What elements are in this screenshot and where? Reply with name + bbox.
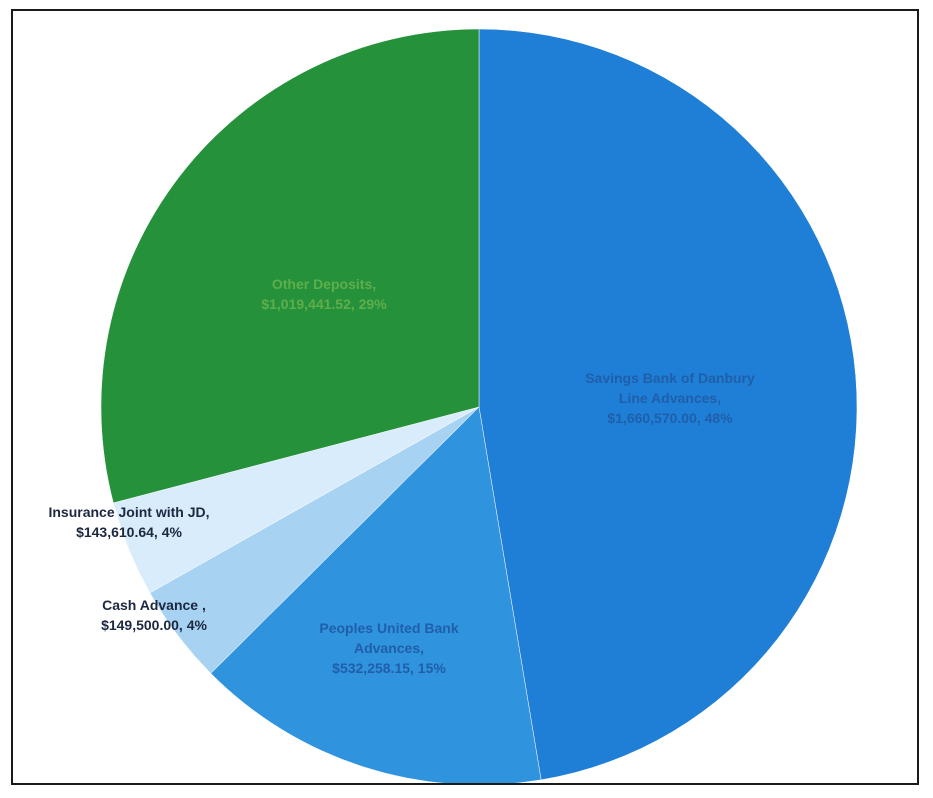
label-other-deposits: Other Deposits, $1,019,441.52, 29% bbox=[261, 274, 386, 314]
label-other-deposits-value: $1,019,441.52, 29% bbox=[261, 296, 387, 312]
label-insurance-joint-value: $143,610.64, 4% bbox=[76, 524, 182, 540]
slice-savings-bank bbox=[478, 28, 858, 781]
label-peoples-united: Peoples United Bank Advances, $532,258.1… bbox=[319, 618, 458, 678]
slice-peoples-united bbox=[210, 406, 542, 783]
label-savings-bank-name-1: Savings Bank of Danbury bbox=[585, 370, 755, 386]
label-cash-advance-name: Cash Advance , bbox=[102, 597, 206, 613]
label-savings-bank: Savings Bank of Danbury Line Advances, $… bbox=[585, 368, 755, 428]
label-savings-bank-name-2: Line Advances, bbox=[618, 390, 722, 406]
pie-chart bbox=[100, 28, 858, 783]
label-other-deposits-name: Other Deposits, bbox=[271, 276, 377, 292]
label-cash-advance-value: $149,500.00, 4% bbox=[101, 617, 207, 633]
chart-frame: Savings Bank of Danbury Line Advances, $… bbox=[11, 9, 919, 785]
label-insurance-joint: Insurance Joint with JD, $143,610.64, 4% bbox=[48, 502, 209, 542]
label-cash-advance: Cash Advance , $149,500.00, 4% bbox=[101, 595, 207, 635]
label-insurance-joint-name: Insurance Joint with JD, bbox=[48, 504, 210, 520]
label-peoples-united-value: $532,258.15, 15% bbox=[332, 660, 446, 676]
label-peoples-united-name-2: Advances, bbox=[353, 640, 425, 656]
slice-other-deposits bbox=[100, 28, 480, 504]
label-peoples-united-name-1: Peoples United Bank bbox=[319, 620, 459, 636]
label-savings-bank-value: $1,660,570.00, 48% bbox=[607, 410, 733, 426]
